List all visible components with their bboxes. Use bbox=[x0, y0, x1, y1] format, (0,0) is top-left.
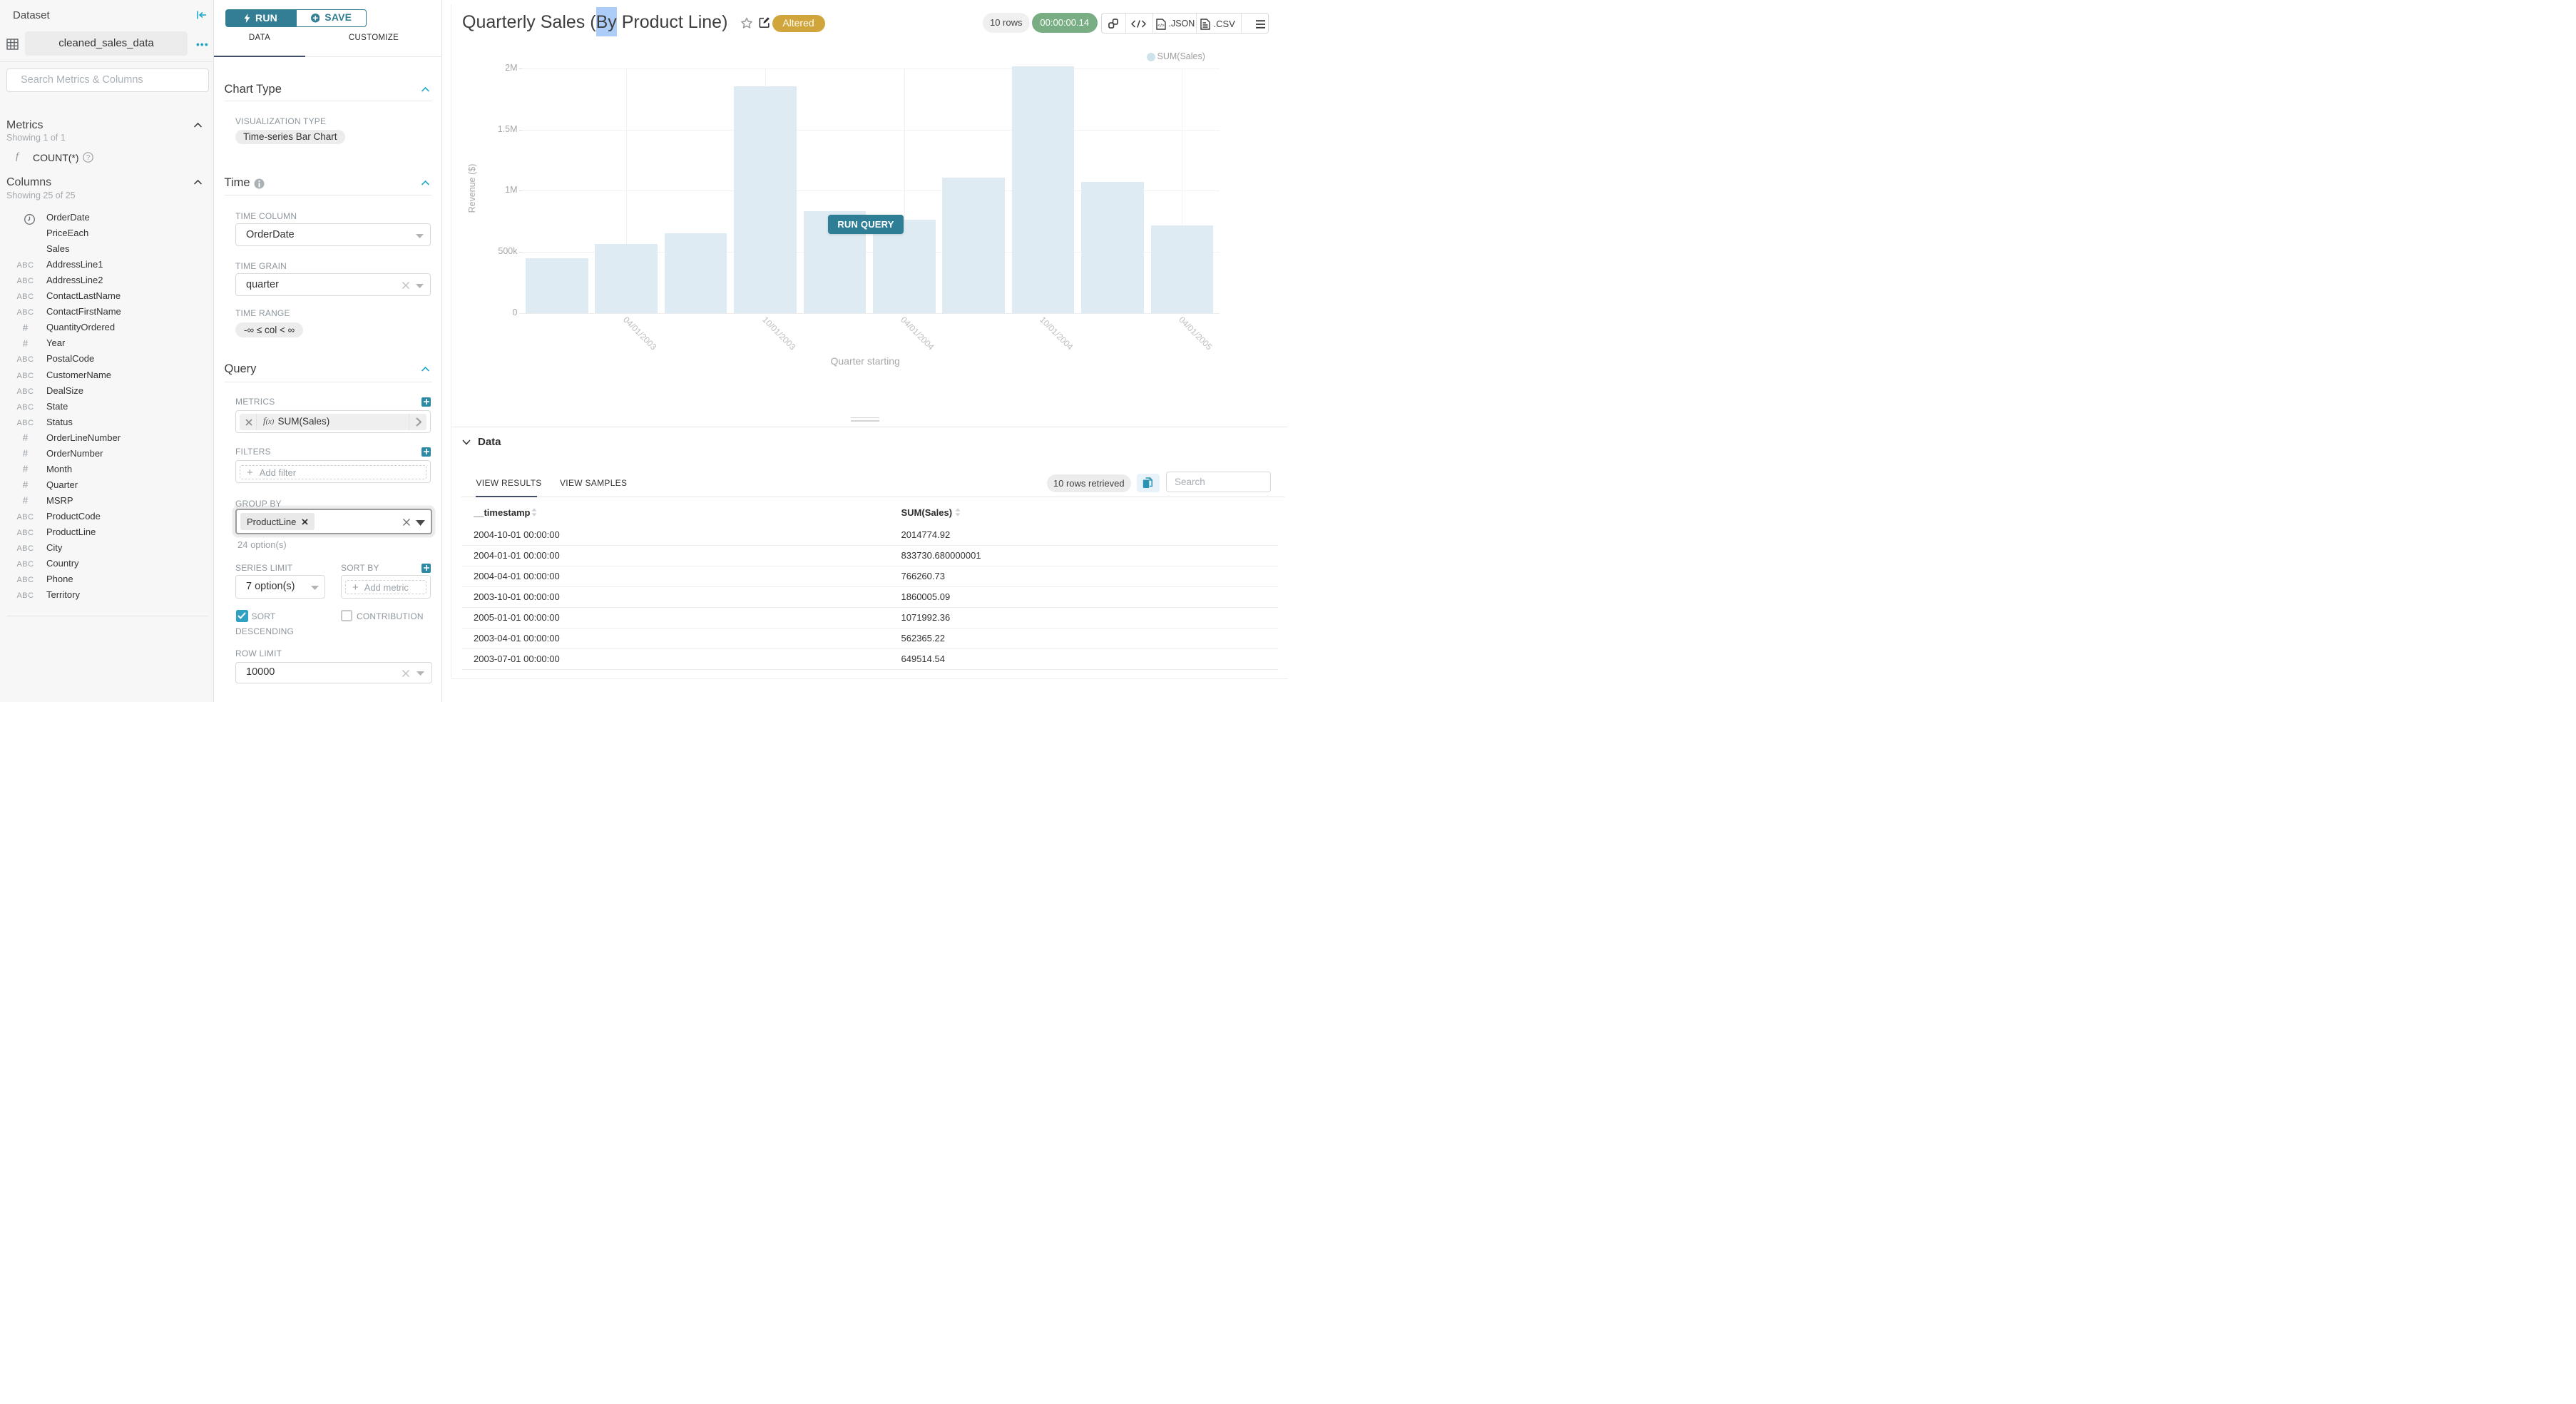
svg-text:?: ? bbox=[86, 154, 91, 162]
svg-text:</>: </> bbox=[1157, 23, 1165, 28]
